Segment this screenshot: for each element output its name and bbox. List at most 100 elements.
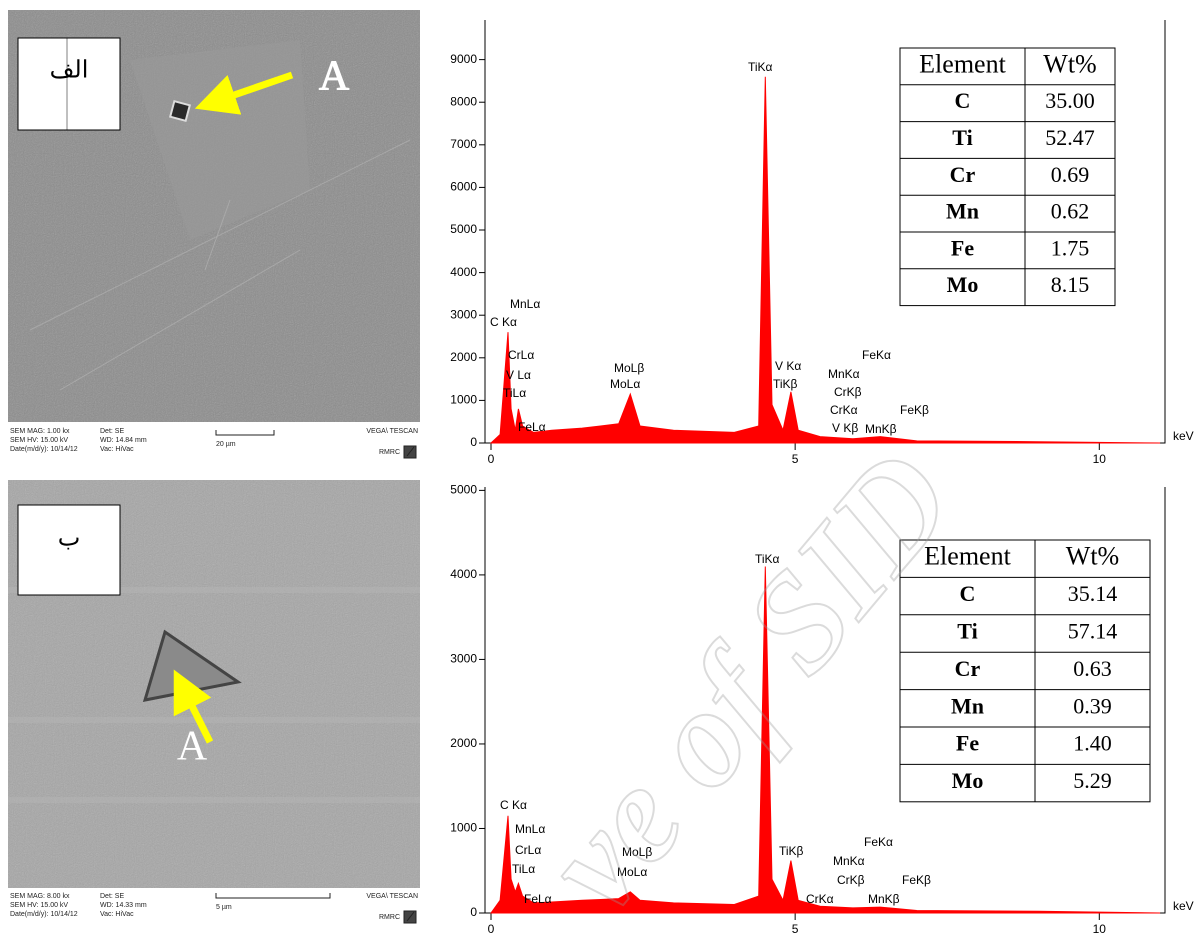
marker-label: A [319, 54, 350, 100]
table-cell: 0.62 [1051, 199, 1090, 224]
y-tick-label: 4000 [450, 567, 477, 581]
y-tick-label: 7000 [450, 137, 477, 151]
y-tick-label: 3000 [450, 307, 477, 321]
info-text: SEM HV: 15.00 kV [10, 437, 68, 444]
brand: VEGA\ TESCAN [366, 893, 418, 900]
x-axis-label: keV [1173, 429, 1194, 443]
info-text: Vac: HiVac [100, 446, 134, 453]
peak-label: FeKβ [902, 873, 931, 887]
table-cell: Fe [956, 731, 979, 756]
peak-label: MoLα [610, 377, 640, 391]
peak-label: V Lα [506, 368, 531, 382]
peak-label: TiKβ [773, 377, 798, 391]
peak-label: C Kα [500, 798, 527, 812]
table-cell: 35.14 [1068, 581, 1118, 606]
y-tick-label: 1000 [450, 821, 477, 835]
table-cell: 57.14 [1068, 619, 1118, 644]
y-tick-label: 5000 [450, 222, 477, 236]
x-axis-label: keV [1173, 899, 1194, 913]
table-cell: Mn [946, 199, 979, 224]
peak-label: CrKα [806, 892, 834, 906]
y-tick-label: 1000 [450, 393, 477, 407]
scale-label: 20 µm [216, 441, 236, 448]
info-text: Date(m/d/y): 10/14/12 [10, 911, 78, 918]
peak-label: FeKα [864, 835, 893, 849]
table-cell: 0.63 [1073, 656, 1112, 681]
peak-label: TiLα [512, 862, 535, 876]
table-cell: 0.39 [1073, 693, 1112, 718]
marker-label: A [177, 724, 208, 770]
info-text: Det: SE [100, 428, 124, 435]
y-tick-label: 2000 [450, 736, 477, 750]
table-cell: Element [919, 49, 1006, 78]
peak-label: CrKα [830, 403, 858, 417]
image-label: الف [50, 58, 89, 84]
y-tick-label: 8000 [450, 94, 477, 108]
brand: VEGA\ TESCAN [366, 428, 418, 435]
y-tick-label: 3000 [450, 652, 477, 666]
peak-label: CrKβ [834, 385, 862, 399]
info-text: SEM HV: 15.00 kV [10, 902, 68, 909]
sem-image: الف A SEM MAG: 1.00 kx Det: SE SEM HV: 1… [8, 10, 420, 465]
table-cell: Cr [955, 656, 981, 681]
table-cell: Wt% [1066, 542, 1119, 571]
peak-label: MnLα [510, 297, 540, 311]
x-tick-label: 10 [1093, 452, 1107, 466]
info-text: SEM MAG: 1.00 kx [10, 428, 70, 435]
table-cell: Mo [947, 272, 979, 297]
table-cell: Fe [951, 235, 974, 260]
table-cell: 8.15 [1051, 272, 1090, 297]
x-tick-label: 10 [1093, 922, 1107, 936]
peak-label: FeKα [862, 348, 891, 362]
peak-label: FeLα [524, 892, 552, 906]
peak-label: TiKα [748, 60, 773, 74]
table-cell: 5.29 [1073, 768, 1112, 793]
x-tick-label: 5 [792, 922, 799, 936]
table-cell: Ti [957, 619, 977, 644]
peak-label: MnKα [828, 367, 860, 381]
scale-label: 5 µm [216, 904, 232, 911]
peak-label: MoLβ [614, 361, 644, 375]
peak-label: C Kα [490, 315, 517, 329]
x-tick-label: 0 [488, 922, 495, 936]
y-tick-label: 0 [470, 435, 477, 449]
info-text: SEM MAG: 8.00 kx [10, 893, 70, 900]
table-cell: C [960, 581, 976, 606]
table-cell: 1.40 [1073, 731, 1112, 756]
peak-label: FeKβ [900, 403, 929, 417]
peak-label: CrKβ [837, 873, 865, 887]
table-cell: 1.75 [1051, 235, 1090, 260]
y-tick-label: 2000 [450, 350, 477, 364]
peak-label: MnKα [833, 854, 865, 868]
table-cell: Mo [952, 768, 984, 793]
table-cell: Mn [951, 693, 984, 718]
peak-label: FeLα [518, 420, 546, 434]
table-cell: 0.69 [1051, 162, 1090, 187]
x-tick-label: 5 [792, 452, 799, 466]
table-frame [900, 540, 1150, 802]
table-cell: 35.00 [1045, 88, 1095, 113]
x-tick-label: 0 [488, 452, 495, 466]
info-text: Date(m/d/y): 10/14/12 [10, 446, 78, 453]
figure: الف A SEM MAG: 1.00 kx Det: SE SEM HV: 1… [0, 0, 1201, 936]
y-tick-label: 4000 [450, 265, 477, 279]
peak-label: TiLα [503, 386, 526, 400]
table-cell: Ti [952, 125, 972, 150]
peak-label: MnKβ [868, 892, 900, 906]
table-cell: Wt% [1043, 49, 1096, 78]
y-tick-label: 9000 [450, 52, 477, 66]
lab: RMRC [379, 914, 400, 921]
peak-label: TiKβ [779, 844, 804, 858]
info-text: WD: 14.84 mm [100, 437, 147, 444]
image-label: ب [58, 526, 81, 552]
sem-image: ب A SEM MAG: 8.00 kx Det: SE SEM HV: 15.… [8, 480, 420, 932]
lab: RMRC [379, 449, 400, 456]
table-cell: 52.47 [1045, 125, 1095, 150]
peak-label: CrLα [508, 348, 534, 362]
info-text: Det: SE [100, 893, 124, 900]
y-tick-label: 0 [470, 905, 477, 919]
peak-label: V Kα [775, 359, 801, 373]
y-tick-label: 5000 [450, 483, 477, 497]
info-text: Vac: HiVac [100, 911, 134, 918]
table-cell: Cr [950, 162, 976, 187]
